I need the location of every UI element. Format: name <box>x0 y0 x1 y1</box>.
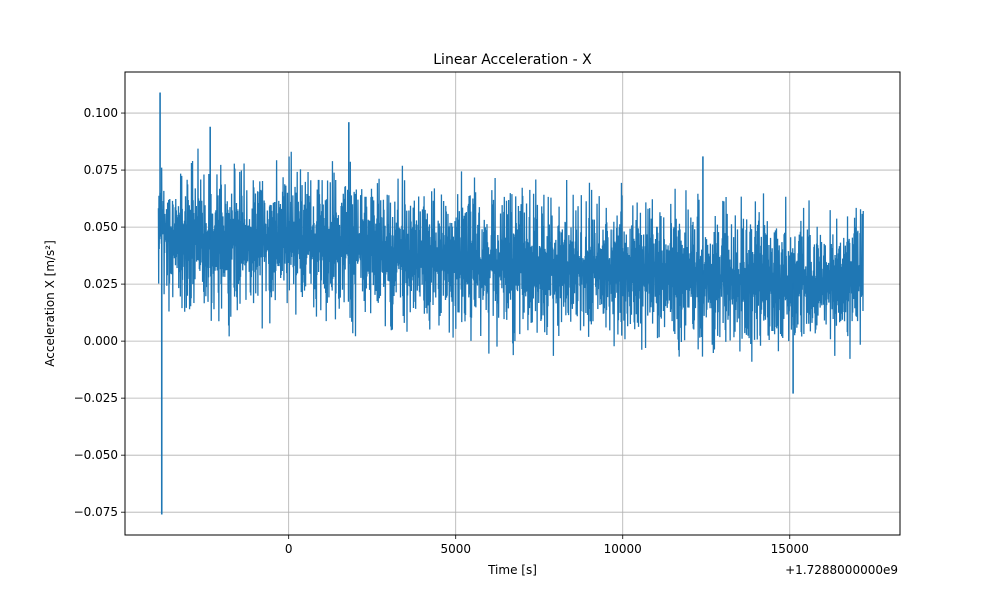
plot-frame <box>124 71 901 536</box>
y-tick-label: −0.050 <box>74 448 118 462</box>
y-tick-label: 0.025 <box>84 277 118 291</box>
x-offset-label: +1.7288000000e9 <box>785 563 898 577</box>
y-tick-label: −0.025 <box>74 391 118 405</box>
x-tick-label: 5000 <box>440 542 471 556</box>
y-tick-label: 0.075 <box>84 163 118 177</box>
y-tick-label: 0.100 <box>84 106 118 120</box>
x-tick-label: 10000 <box>604 542 642 556</box>
x-tick-label: 0 <box>285 542 293 556</box>
tick-layer: 0 5000 10000 15000 −0.075 −0.050 −0.025 0.000 0.… <box>74 106 809 556</box>
x-tick-label: 15000 <box>771 542 809 556</box>
data-layer <box>157 92 864 515</box>
y-tick-label: 0.050 <box>84 220 118 234</box>
y-tick-label: 0.000 <box>84 334 118 348</box>
series-line <box>157 148 864 362</box>
y-tick-label: −0.075 <box>74 505 118 519</box>
x-axis-label: Time [s] <box>487 563 537 577</box>
chart-title: Linear Acceleration - X <box>433 52 592 68</box>
y-axis-label: Acceleration X [m/s²] <box>43 240 57 367</box>
